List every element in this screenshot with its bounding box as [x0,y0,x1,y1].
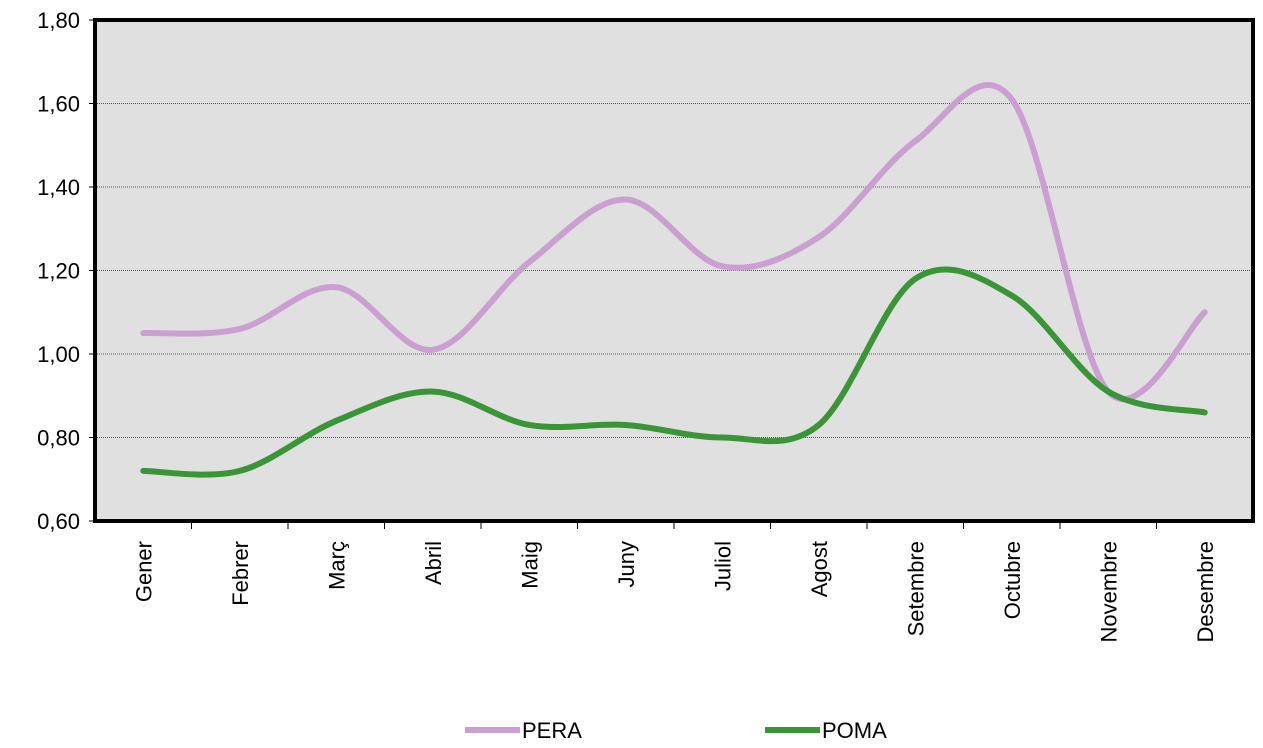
legend-label: POMA [822,718,887,743]
y-tick-label: 1,40 [37,175,80,200]
series-line [140,82,1208,403]
x-tick-label: Febrer [228,541,253,606]
y-tick-label: 1,00 [37,342,80,367]
x-tick-label: Setembre [903,541,928,636]
x-tick-label: Agost [807,541,832,597]
y-tick-label: 1,60 [37,92,80,117]
x-tick-label: Març [324,541,349,590]
x-tick-label: Maig [517,541,542,589]
x-tick-label: Gener [131,541,156,602]
x-tick-label: Octubre [1000,541,1025,619]
legend-label: PERA [522,718,582,743]
x-tick-label: Juny [614,541,639,587]
x-tick-label: Novembre [1096,541,1121,642]
y-tick-label: 0,60 [37,509,80,534]
y-tick-label: 0,80 [37,426,80,451]
x-tick-label: Juliol [710,541,735,591]
series-line [140,266,1208,478]
x-tick-label: Desembre [1193,541,1218,642]
y-tick-label: 1,80 [37,8,80,33]
x-tick-label: Abril [421,541,446,585]
plot-border [93,18,1255,523]
y-tick-label: 1,20 [37,259,80,284]
